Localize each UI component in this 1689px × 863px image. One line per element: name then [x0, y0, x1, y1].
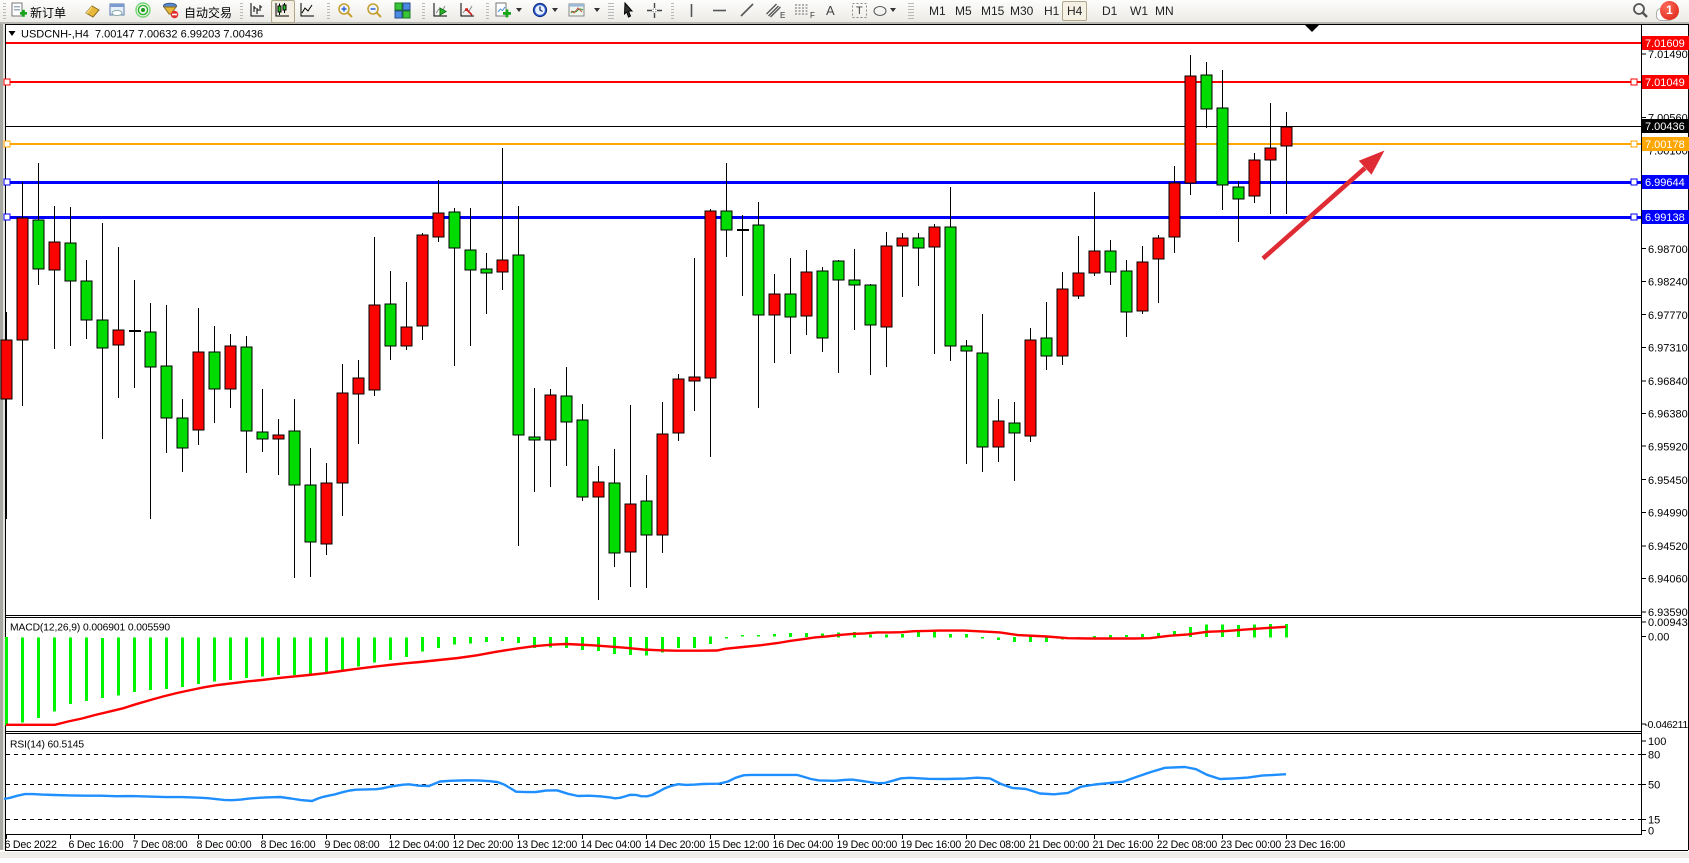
svg-text:0.00: 0.00 [1648, 632, 1669, 644]
svg-text:12 Dec 04:00: 12 Dec 04:00 [389, 839, 450, 851]
svg-text:9 Dec 08:00: 9 Dec 08:00 [325, 839, 380, 851]
svg-text:15: 15 [1648, 815, 1660, 827]
svg-text:6.93590: 6.93590 [1648, 607, 1688, 619]
svg-text:6.97310: 6.97310 [1648, 343, 1688, 355]
svg-text:6.97770: 6.97770 [1648, 310, 1688, 322]
svg-text:14 Dec 20:00: 14 Dec 20:00 [645, 839, 706, 851]
svg-text:12 Dec 20:00: 12 Dec 20:00 [453, 839, 514, 851]
svg-text:T: T [856, 5, 863, 17]
svg-text:6.99644: 6.99644 [1645, 177, 1685, 189]
svg-text:100: 100 [1648, 736, 1666, 748]
svg-text:6.95920: 6.95920 [1648, 441, 1688, 453]
svg-text:6.98240: 6.98240 [1648, 277, 1688, 289]
svg-text:7.00178: 7.00178 [1645, 139, 1685, 151]
svg-text:6 Dec 16:00: 6 Dec 16:00 [69, 839, 124, 851]
svg-text:80: 80 [1648, 750, 1660, 762]
svg-text:-0.046211: -0.046211 [1645, 720, 1689, 731]
svg-text:22 Dec 08:00: 22 Dec 08:00 [1157, 839, 1218, 851]
svg-text:6.99138: 6.99138 [1645, 212, 1685, 224]
svg-text:7.00436: 7.00436 [1645, 121, 1685, 133]
svg-text:14 Dec 04:00: 14 Dec 04:00 [581, 839, 642, 851]
svg-text:21 Dec 16:00: 21 Dec 16:00 [1093, 839, 1154, 851]
svg-text:6.95450: 6.95450 [1648, 475, 1688, 487]
svg-text:19 Dec 00:00: 19 Dec 00:00 [837, 839, 898, 851]
svg-text:7 Dec 08:00: 7 Dec 08:00 [133, 839, 188, 851]
svg-text:6 Dec 2022: 6 Dec 2022 [5, 839, 57, 851]
svg-text:23 Dec 16:00: 23 Dec 16:00 [1285, 839, 1346, 851]
svg-text:6.94520: 6.94520 [1648, 541, 1688, 553]
svg-text:15 Dec 12:00: 15 Dec 12:00 [709, 839, 770, 851]
svg-text:7.01609: 7.01609 [1645, 38, 1685, 50]
svg-text:USDCNH-,H4 7.00147 7.00632 6.: USDCNH-,H4 7.00147 7.00632 6.99203 7.004… [21, 29, 263, 41]
svg-text:16 Dec 04:00: 16 Dec 04:00 [773, 839, 834, 851]
svg-text:RSI(14) 60.5145: RSI(14) 60.5145 [10, 740, 84, 751]
svg-text:19 Dec 16:00: 19 Dec 16:00 [901, 839, 962, 851]
svg-text:20 Dec 08:00: 20 Dec 08:00 [965, 839, 1026, 851]
svg-text:50: 50 [1648, 780, 1660, 792]
svg-text:0: 0 [1648, 826, 1654, 838]
svg-text:23 Dec 00:00: 23 Dec 00:00 [1221, 839, 1282, 851]
svg-text:7.01490: 7.01490 [1648, 49, 1688, 61]
svg-text:21 Dec 00:00: 21 Dec 00:00 [1029, 839, 1090, 851]
svg-text:13 Dec 12:00: 13 Dec 12:00 [517, 839, 578, 851]
svg-text:6.96840: 6.96840 [1648, 376, 1688, 388]
svg-text:6.98700: 6.98700 [1648, 244, 1688, 256]
svg-text:0.00943: 0.00943 [1648, 617, 1688, 629]
svg-text:MACD(12,26,9) 0.006901 0.00559: MACD(12,26,9) 0.006901 0.005590 [10, 623, 170, 634]
svg-text:6.94990: 6.94990 [1648, 508, 1688, 520]
svg-text:7.01049: 7.01049 [1645, 77, 1685, 89]
svg-text:8 Dec 00:00: 8 Dec 00:00 [197, 839, 252, 851]
svg-text:8 Dec 16:00: 8 Dec 16:00 [261, 839, 316, 851]
svg-text:6.96380: 6.96380 [1648, 409, 1688, 421]
svg-text:6.94060: 6.94060 [1648, 574, 1688, 586]
